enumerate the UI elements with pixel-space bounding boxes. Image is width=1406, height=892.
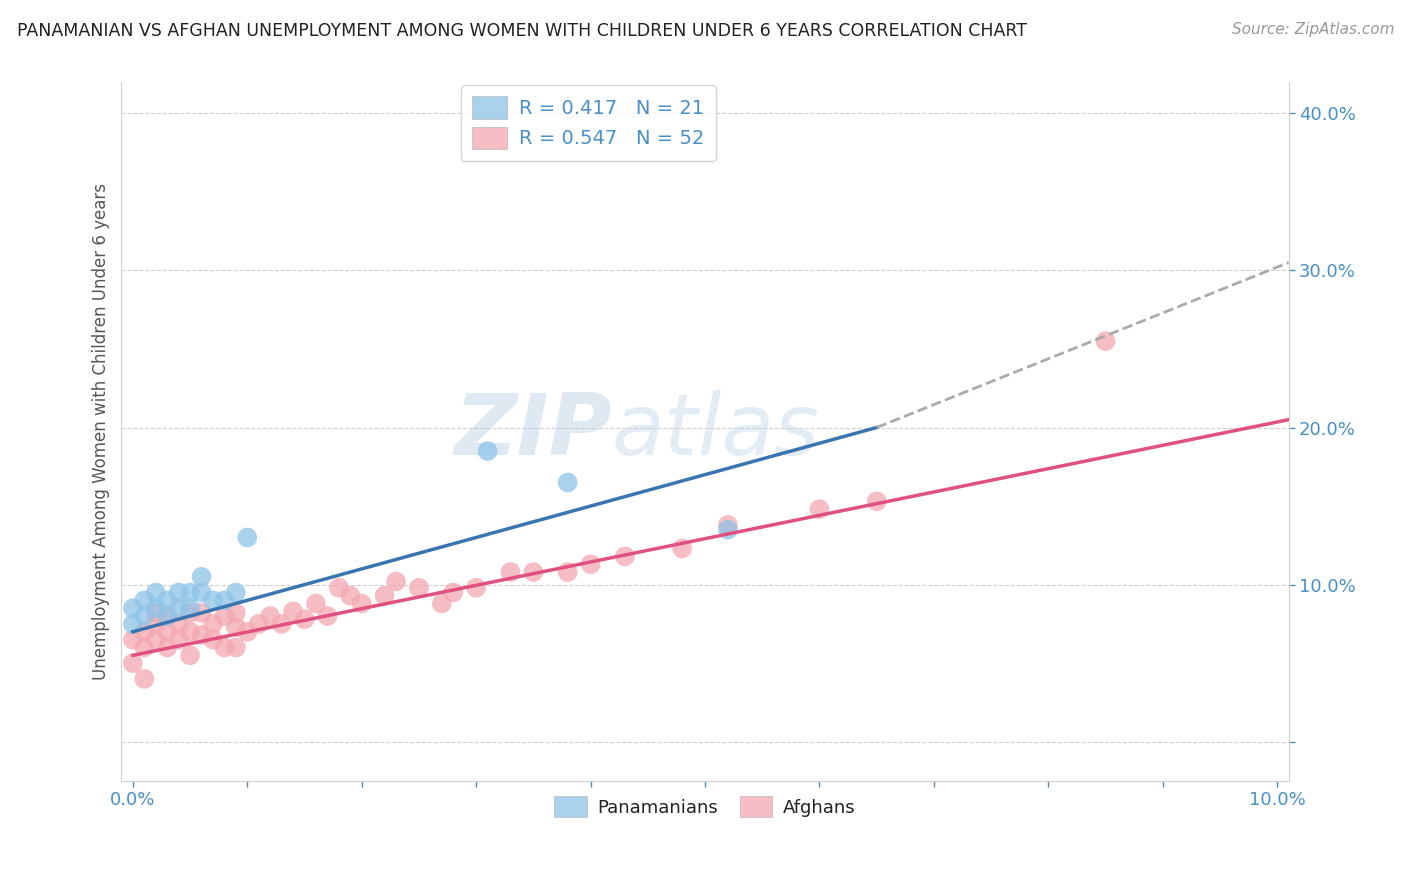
Point (214, 609, 236, 624)
Point (579, 558, 602, 572)
Point (225, 606, 247, 620)
Point (499, 565, 522, 579)
Point (145, 606, 167, 620)
Point (225, 640, 247, 655)
Point (717, 517, 740, 532)
Point (214, 593, 236, 607)
Point (259, 609, 281, 624)
Point (225, 585, 247, 599)
Point (134, 624, 156, 639)
Point (270, 616, 292, 631)
Text: PANAMANIAN VS AFGHAN UNEMPLOYMENT AMONG WOMEN WITH CHILDREN UNDER 6 YEARS CORREL: PANAMANIAN VS AFGHAN UNEMPLOYMENT AMONG … (17, 22, 1026, 40)
Point (613, 549, 636, 564)
Point (156, 609, 179, 624)
Text: Source: ZipAtlas.com: Source: ZipAtlas.com (1232, 22, 1395, 37)
Y-axis label: Unemployment Among Women with Children Under 6 years: Unemployment Among Women with Children U… (93, 183, 110, 680)
Point (201, 632, 224, 647)
Point (156, 624, 179, 639)
Point (281, 604, 304, 618)
Point (247, 616, 270, 631)
Point (430, 597, 453, 611)
Point (717, 523, 740, 537)
Point (671, 541, 693, 556)
Point (156, 640, 179, 655)
Point (167, 601, 190, 615)
Point (122, 601, 145, 615)
Point (167, 632, 190, 647)
Point (236, 624, 259, 639)
Point (156, 609, 179, 624)
Point (441, 585, 464, 599)
Point (179, 648, 201, 663)
Point (201, 616, 224, 631)
Point (865, 494, 887, 508)
Point (305, 597, 328, 611)
Point (190, 585, 212, 599)
Point (465, 581, 488, 595)
Point (145, 616, 167, 631)
Point (214, 640, 236, 655)
Point (225, 620, 247, 634)
Point (190, 628, 212, 642)
Point (167, 616, 190, 631)
Point (179, 624, 201, 639)
Legend: Panamanians, Afghans: Panamanians, Afghans (547, 789, 863, 824)
Point (122, 632, 145, 647)
Point (179, 606, 201, 620)
Point (190, 570, 212, 584)
Point (167, 585, 190, 599)
Point (557, 475, 579, 490)
Point (145, 601, 167, 615)
Point (294, 612, 316, 626)
Point (179, 585, 201, 599)
Point (134, 640, 156, 655)
Point (408, 581, 430, 595)
Point (145, 585, 167, 599)
Point (145, 632, 167, 647)
Point (134, 593, 156, 607)
Point (201, 593, 224, 607)
Point (316, 609, 339, 624)
Point (122, 616, 145, 631)
Point (477, 444, 499, 458)
Point (179, 601, 201, 615)
Point (190, 606, 212, 620)
Point (350, 597, 373, 611)
Point (385, 574, 408, 589)
Point (374, 589, 396, 603)
Point (122, 656, 145, 670)
Text: ZIP: ZIP (454, 390, 612, 473)
Point (522, 565, 544, 579)
Point (557, 565, 579, 579)
Point (1094, 334, 1116, 348)
Point (236, 531, 259, 545)
Point (808, 502, 831, 516)
Point (156, 593, 179, 607)
Point (328, 581, 350, 595)
Point (339, 589, 361, 603)
Point (134, 609, 156, 624)
Point (134, 672, 156, 686)
Text: atlas: atlas (612, 390, 820, 473)
